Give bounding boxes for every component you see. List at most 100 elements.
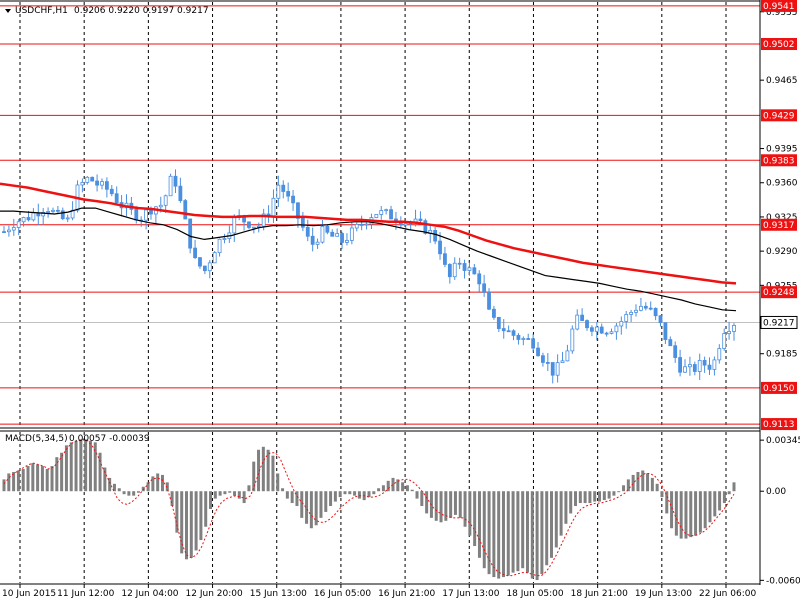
candle[interactable] [604,331,609,337]
candle[interactable] [487,288,491,311]
candle[interactable] [447,263,452,284]
candle[interactable] [364,222,369,230]
candle[interactable] [634,304,638,317]
candle[interactable] [354,222,359,232]
candle[interactable] [477,270,482,293]
candle[interactable] [251,226,256,234]
macd-signal-line[interactable] [3,438,735,577]
candle[interactable] [296,202,300,228]
candle[interactable] [707,357,712,375]
candle[interactable] [212,251,217,264]
candle[interactable] [374,214,379,219]
candle[interactable] [658,315,663,327]
candle[interactable] [320,219,325,244]
candle[interactable] [712,356,717,376]
candle[interactable] [222,233,227,244]
candle[interactable] [60,207,65,221]
candle[interactable] [55,205,60,214]
candle[interactable] [732,323,736,341]
candle[interactable] [653,307,658,321]
candle[interactable] [247,221,251,230]
candle[interactable] [609,328,614,335]
candle[interactable] [349,222,354,245]
candle[interactable] [580,308,585,321]
candle[interactable] [492,305,496,320]
candle[interactable] [330,229,335,237]
candle[interactable] [11,218,16,236]
chevron-down-icon[interactable] [5,9,11,13]
candle[interactable] [643,302,648,311]
candle[interactable] [560,351,565,364]
candle[interactable] [389,205,393,220]
candle[interactable] [688,356,692,376]
candle[interactable] [590,325,594,337]
candle[interactable] [673,341,678,363]
candle[interactable] [629,309,634,323]
candle[interactable] [85,175,90,185]
candle[interactable] [100,178,104,190]
candle[interactable] [575,309,580,331]
candle[interactable] [379,206,384,220]
macd-panel[interactable] [2,432,736,583]
candle[interactable] [639,297,643,312]
candle[interactable] [496,316,501,333]
candle[interactable] [384,208,389,215]
candle[interactable] [472,264,477,275]
candle[interactable] [41,208,46,226]
candle[interactable] [624,310,629,329]
candle[interactable] [193,239,197,260]
candle[interactable] [531,334,536,353]
candle[interactable] [511,329,516,341]
candle[interactable] [570,325,575,354]
candle[interactable] [443,246,447,268]
candle[interactable] [144,207,148,230]
candle[interactable] [585,319,589,331]
candle[interactable] [452,257,457,280]
candle[interactable] [75,180,80,213]
candle[interactable] [545,353,550,372]
candle[interactable] [51,207,55,214]
candle[interactable] [173,169,178,193]
candle[interactable] [168,173,173,197]
candle[interactable] [482,274,487,297]
candle[interactable] [340,231,344,249]
candle[interactable] [555,354,560,383]
price-panel[interactable] [0,2,760,427]
candle[interactable] [21,216,26,227]
candle[interactable] [594,321,599,341]
candle[interactable] [717,344,722,364]
candle[interactable] [46,207,50,218]
candle[interactable] [90,176,95,182]
candle[interactable] [683,359,687,374]
candle[interactable] [202,265,207,275]
candle[interactable] [536,342,540,357]
candle[interactable] [550,362,555,384]
candle[interactable] [727,321,732,340]
candle[interactable] [722,328,727,351]
candle[interactable] [16,218,21,236]
candle[interactable] [207,259,212,279]
moving-average-fast[interactable] [0,207,737,312]
candle[interactable] [325,224,330,235]
candle[interactable] [114,186,119,204]
candle[interactable] [80,178,85,193]
candle[interactable] [109,184,114,197]
candle[interactable] [2,226,6,233]
candle[interactable] [6,225,11,237]
candle[interactable] [433,226,438,245]
candle[interactable] [702,356,707,373]
candle[interactable] [663,322,668,344]
candle[interactable] [516,333,521,345]
candle[interactable] [198,257,202,269]
candle[interactable] [501,319,506,339]
candle[interactable] [692,361,697,376]
candle[interactable] [462,259,467,279]
candle[interactable] [697,353,702,380]
candle[interactable] [315,238,320,249]
candle[interactable] [281,180,286,199]
candlestick-series[interactable] [2,169,736,384]
candle[interactable] [614,322,619,340]
candle[interactable] [335,228,340,237]
candle[interactable] [457,257,462,270]
candle[interactable] [359,215,364,231]
